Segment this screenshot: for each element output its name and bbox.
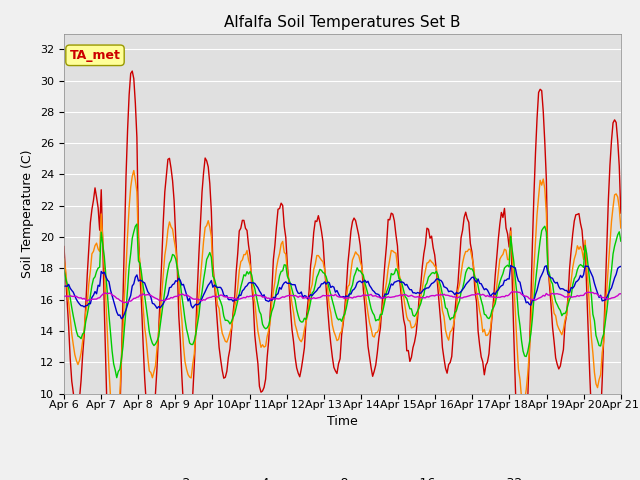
-4cm	[257, 345, 265, 350]
Y-axis label: Soil Temperature (C): Soil Temperature (C)	[22, 149, 35, 278]
-8cm	[307, 299, 314, 304]
-2cm	[617, 210, 625, 216]
-32cm	[589, 289, 596, 295]
Legend: -2cm, -4cm, -8cm, -16cm, -32cm: -2cm, -4cm, -8cm, -16cm, -32cm	[138, 472, 547, 480]
-8cm	[229, 315, 237, 321]
-16cm	[589, 274, 596, 280]
-4cm	[307, 287, 314, 293]
X-axis label: Time: Time	[327, 415, 358, 429]
-2cm	[589, 434, 596, 440]
-32cm	[246, 293, 254, 299]
-16cm	[118, 316, 125, 322]
-4cm	[60, 256, 68, 262]
-2cm	[257, 389, 265, 395]
-8cm	[113, 375, 120, 381]
-2cm	[229, 310, 237, 316]
-2cm	[131, 100, 139, 106]
-32cm	[617, 291, 625, 297]
-8cm	[248, 272, 255, 278]
Line: -4cm: -4cm	[64, 170, 621, 430]
-4cm	[589, 350, 596, 356]
-2cm	[60, 243, 68, 249]
-32cm	[255, 293, 263, 299]
-4cm	[248, 276, 255, 281]
-4cm	[130, 168, 138, 173]
-4cm	[617, 225, 625, 231]
-16cm	[60, 284, 68, 289]
-16cm	[228, 297, 236, 302]
-32cm	[60, 294, 68, 300]
-32cm	[305, 295, 313, 301]
Line: -16cm: -16cm	[64, 265, 621, 319]
Text: TA_met: TA_met	[70, 49, 120, 62]
-8cm	[60, 267, 68, 273]
-8cm	[257, 312, 265, 317]
-16cm	[617, 264, 625, 269]
-16cm	[130, 281, 138, 287]
-16cm	[255, 288, 263, 294]
Line: -8cm: -8cm	[64, 224, 621, 378]
-8cm	[589, 312, 596, 317]
-16cm	[507, 263, 515, 268]
-32cm	[121, 300, 129, 305]
-8cm	[130, 229, 138, 235]
Line: -32cm: -32cm	[64, 291, 621, 302]
Line: -2cm: -2cm	[64, 71, 621, 480]
-2cm	[307, 263, 314, 268]
-16cm	[246, 279, 254, 285]
-32cm	[508, 288, 516, 294]
-4cm	[229, 315, 237, 321]
-8cm	[133, 221, 141, 227]
-4cm	[131, 177, 139, 183]
-4cm	[110, 427, 118, 433]
-32cm	[228, 295, 236, 300]
-2cm	[248, 282, 255, 288]
-2cm	[129, 68, 136, 74]
Title: Alfalfa Soil Temperatures Set B: Alfalfa Soil Temperatures Set B	[224, 15, 461, 30]
-16cm	[305, 294, 313, 300]
-8cm	[617, 238, 625, 244]
-32cm	[130, 296, 138, 301]
